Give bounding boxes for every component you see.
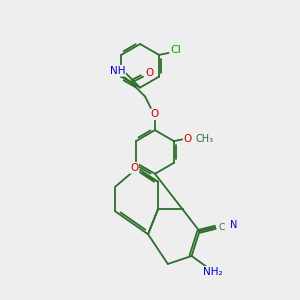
Text: NH₂: NH₂ [202,267,222,277]
Text: O: O [145,68,153,78]
Text: O: O [184,134,192,144]
Text: NH: NH [110,66,125,76]
Text: O: O [151,109,159,119]
Text: C: C [218,223,224,232]
Text: O: O [130,163,138,173]
Text: Cl: Cl [170,45,181,55]
Text: N: N [230,220,237,230]
Text: CH₃: CH₃ [196,134,214,144]
